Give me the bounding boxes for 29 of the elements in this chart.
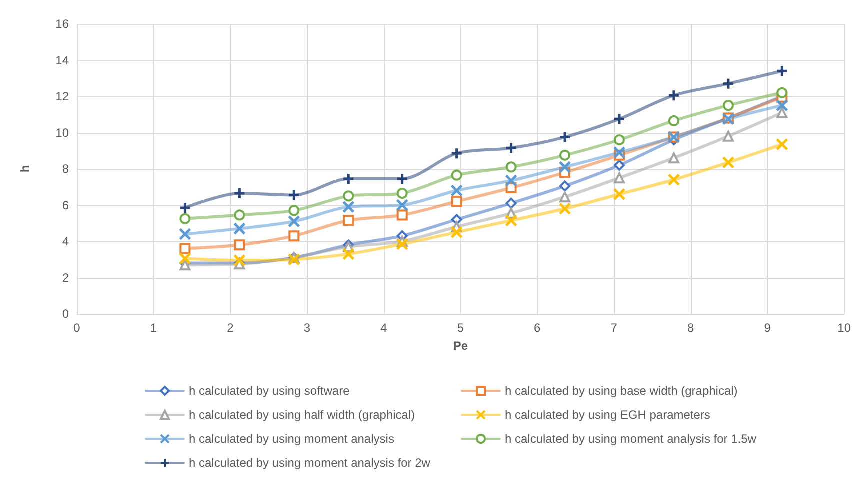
y-tick-label: 2	[62, 270, 70, 285]
legend-label: h calculated by using moment analysis	[189, 432, 394, 446]
legend-label: h calculated by using moment analysis for 2w	[189, 456, 431, 470]
y-tick-label: 8	[62, 162, 70, 176]
x-tick-label: 10	[838, 321, 852, 335]
y-tick-label: 10	[56, 126, 70, 140]
x-axis-title: Pe	[453, 339, 468, 353]
legend-label: h calculated by using moment analysis for 1.5w	[505, 432, 757, 446]
y-tick-label: 4	[62, 234, 70, 248]
x-tick-label: 6	[534, 321, 542, 335]
x-tick-label: 0	[74, 321, 81, 335]
legend-label: h calculated by using base width (graphical)	[505, 384, 738, 398]
x-tick-label: 3	[304, 321, 311, 335]
x-tick-label: 2	[227, 321, 234, 335]
legend-label: h calculated by using EGH parameters	[505, 408, 710, 422]
x-tick-label: 1	[150, 321, 158, 335]
y-axis-title: h	[18, 165, 32, 173]
x-tick-label: 9	[764, 321, 772, 335]
legend-label: h calculated by using software	[189, 384, 350, 398]
y-tick-label: 14	[56, 53, 70, 68]
x-tick-label: 5	[457, 321, 464, 335]
legend-label: h calculated by using half width (graphical)	[189, 408, 416, 422]
x-tick-label: 4	[380, 321, 388, 335]
y-tick-label: 0	[62, 307, 70, 321]
x-tick-label: 7	[610, 321, 618, 335]
y-tick-label: 6	[62, 198, 70, 212]
y-tick-label: 16	[56, 17, 70, 31]
y-tick-label: 12	[56, 90, 70, 104]
x-tick-label: 8	[688, 321, 695, 335]
